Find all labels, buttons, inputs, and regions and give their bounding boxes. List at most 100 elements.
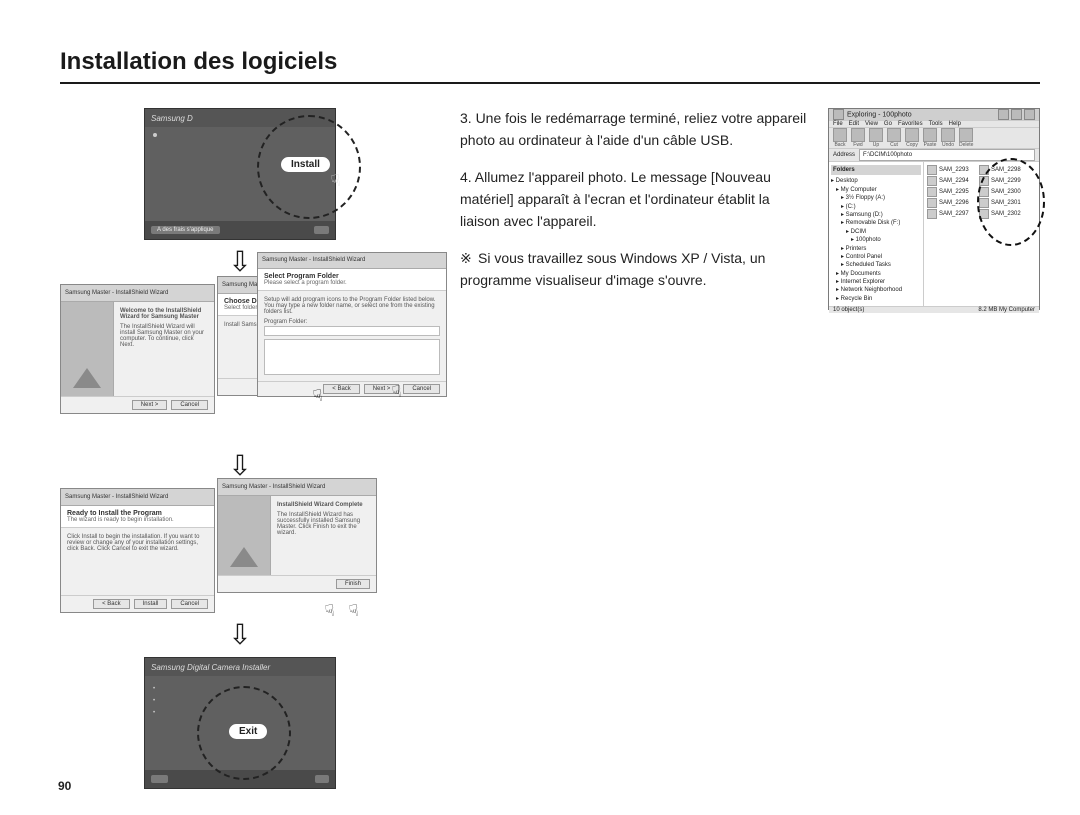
wizard-ready: Samsung Master - InstallShield Wizard Re… <box>60 488 215 613</box>
wizard-titlebar: Samsung Master - InstallShield Wizard <box>61 489 214 506</box>
tree-item[interactable]: ▸ Removable Disk (F:) <box>831 219 921 227</box>
wizard-titlebar: Samsung Master - InstallShield Wizard <box>218 479 376 496</box>
address-value: F:\DCIM\100photo <box>863 152 912 158</box>
back-button[interactable]: < Back <box>93 599 130 609</box>
toolbar-label: Delete <box>959 142 973 148</box>
explorer-titlebar: Exploring - 100photo <box>829 109 1039 120</box>
folder-list[interactable] <box>264 339 440 375</box>
page-number: 90 <box>58 779 71 793</box>
exit-button[interactable]: Exit <box>229 724 267 739</box>
file-icon <box>927 187 937 197</box>
file-name: SAM_2294 <box>939 178 969 184</box>
file-item[interactable]: SAM_2297 <box>927 209 977 219</box>
toolbar-icon <box>887 128 901 142</box>
menu-item[interactable]: Tools <box>929 121 943 127</box>
toolbar-label: Fwd <box>853 142 862 148</box>
wizard-pair-2: Samsung Master - InstallShield Wizard Re… <box>60 488 377 613</box>
explorer-window: Exploring - 100photo File Edit View Go Favor… <box>828 108 1040 310</box>
tree-item[interactable]: ▸ Desktop <box>831 177 921 185</box>
file-item[interactable]: SAM_2294 <box>927 176 977 186</box>
toolbar-label: Paste <box>924 142 937 148</box>
tree-item[interactable]: ▸ Samsung (D:) <box>831 211 921 219</box>
installer-brand: Samsung Digital Camera Installer <box>151 663 270 672</box>
folder-input[interactable] <box>264 326 440 336</box>
installer-right-button[interactable] <box>315 775 329 783</box>
back-button[interactable]: < Back <box>323 384 360 394</box>
toolbar-button[interactable]: Cut <box>887 128 901 148</box>
file-icon <box>927 198 937 208</box>
toolbar-label: Undo <box>942 142 954 148</box>
app-icon <box>833 109 844 120</box>
menu-item[interactable]: File <box>833 121 843 127</box>
installer-left-button[interactable]: A des frais s'applique <box>151 226 220 234</box>
menu-item[interactable]: Help <box>949 121 961 127</box>
toolbar-button[interactable]: Fwd <box>851 128 865 148</box>
tree-item[interactable]: ▸ Recycle Bin <box>831 295 921 303</box>
tree-header: Folders <box>831 165 921 175</box>
left-column: Samsung D A des frais s'applique Install… <box>60 108 420 789</box>
toolbar-icon <box>959 128 973 142</box>
address-label: Address <box>833 152 855 158</box>
menu-item[interactable]: Favorites <box>898 121 923 127</box>
file-item[interactable]: SAM_2295 <box>927 187 977 197</box>
folder-tree[interactable]: Folders ▸ Desktop▸ My Computer▸ 3½ Flopp… <box>829 162 924 306</box>
note-symbol: ※ <box>460 248 478 270</box>
install-button[interactable]: Install <box>281 157 330 172</box>
tree-item[interactable]: ▸ Control Panel <box>831 253 921 261</box>
wizard-body-text: The InstallShield Wizard will install Sa… <box>120 324 208 348</box>
wizard-titlebar: Samsung Master - InstallShield Wizard <box>258 253 446 269</box>
file-item[interactable]: SAM_2293 <box>927 165 977 175</box>
wizard-titlebar: Samsung Master - InstallShield Wizard <box>61 285 214 302</box>
menu-item[interactable]: View <box>865 121 878 127</box>
toolbar-label: Back <box>834 142 845 148</box>
tree-item[interactable]: ▸ Printers <box>831 245 921 253</box>
cancel-button[interactable]: Cancel <box>171 599 208 609</box>
file-name: SAM_2296 <box>939 200 969 206</box>
tree-item[interactable]: ▸ Internet Explorer <box>831 278 921 286</box>
wizard-body-text: Click Install to begin the installation.… <box>61 528 214 595</box>
maximize-button[interactable] <box>1011 109 1022 120</box>
minimize-button[interactable] <box>998 109 1009 120</box>
cursor-hand-icon: ☟ <box>330 170 343 191</box>
tree-item[interactable]: ▸ 100photo <box>831 236 921 244</box>
wizard-triangle-icon <box>73 368 101 388</box>
menu-item[interactable]: Edit <box>849 121 859 127</box>
cancel-button[interactable]: Cancel <box>171 400 208 410</box>
file-icon <box>927 176 937 186</box>
tree-item[interactable]: ▸ 3½ Floppy (A:) <box>831 194 921 202</box>
tree-item[interactable]: ▸ Scheduled Tasks <box>831 261 921 269</box>
tree-item[interactable]: ▸ My Documents <box>831 270 921 278</box>
installer-brand: Samsung D <box>151 114 193 123</box>
arrow-down-icon: ⇩ <box>228 248 251 276</box>
cancel-button[interactable]: Cancel <box>403 384 440 394</box>
toolbar-button[interactable]: Delete <box>959 128 973 148</box>
toolbar-button[interactable]: Back <box>833 128 847 148</box>
file-item[interactable]: SAM_2296 <box>927 198 977 208</box>
installer-right-button[interactable] <box>314 226 329 234</box>
wizard-top1: Select Program Folder <box>264 273 440 280</box>
tree-item[interactable]: ▸ Network Neighborhood <box>831 286 921 294</box>
tree-item[interactable]: ▸ (C:) <box>831 203 921 211</box>
next-button[interactable]: Next > <box>132 400 168 410</box>
wizard-top2: Please select a program folder. <box>264 280 440 286</box>
tree-item[interactable]: ▸ DCIM <box>831 228 921 236</box>
file-list[interactable]: SAM_2293 SAM_2294 SAM_2295 SAM_2296 SAM_2297… <box>924 162 1039 306</box>
menu-item[interactable]: Go <box>884 121 892 127</box>
install-button[interactable]: Install <box>134 599 168 609</box>
instruction-text: 3. Une fois le redémarrage terminé, reli… <box>460 108 808 789</box>
manual-page: Installation des logiciels Samsung D A d… <box>0 0 1080 815</box>
finish-button[interactable]: Finish <box>336 579 370 589</box>
file-name: SAM_2293 <box>939 167 969 173</box>
wizard-top1: Ready to Install the Program <box>67 510 208 517</box>
toolbar-button[interactable]: Paste <box>923 128 937 148</box>
close-button[interactable] <box>1024 109 1035 120</box>
files-highlight-circle <box>977 158 1045 246</box>
toolbar-button[interactable]: Copy <box>905 128 919 148</box>
wizard-complete: Samsung Master - InstallShield Wizard In… <box>217 478 377 593</box>
cursor-hand-icon: ☟ <box>348 600 361 621</box>
tree-item[interactable]: ▸ My Computer <box>831 186 921 194</box>
toolbar-button[interactable]: Up <box>869 128 883 148</box>
installer-left-button[interactable] <box>151 775 168 783</box>
toolbar-button[interactable]: Undo <box>941 128 955 148</box>
explorer-title-text: Exploring - 100photo <box>847 111 912 118</box>
